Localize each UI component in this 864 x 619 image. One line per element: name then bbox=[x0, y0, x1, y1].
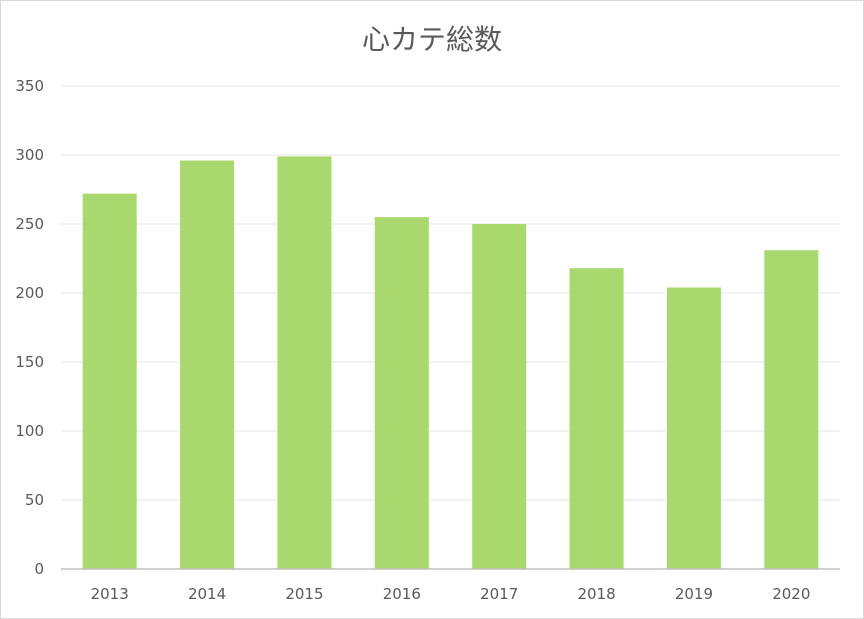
bar-2014 bbox=[180, 160, 235, 569]
bar-2020 bbox=[764, 250, 819, 569]
x-tick-label: 2014 bbox=[188, 585, 226, 603]
tick-labels: 0 50 100 150 200 250 300 350 2013 2014 2015 2016 201… bbox=[15, 77, 810, 603]
y-tick-label: 0 bbox=[34, 560, 44, 578]
x-tick-label: 2019 bbox=[675, 585, 713, 603]
bar-2015 bbox=[277, 156, 332, 569]
y-tick-label: 150 bbox=[15, 353, 44, 371]
gridlines bbox=[61, 85, 840, 501]
x-tick-label: 2018 bbox=[577, 585, 615, 603]
bars bbox=[82, 156, 819, 569]
bar-2019 bbox=[666, 287, 721, 569]
bar-2013 bbox=[82, 193, 137, 569]
bar-2018 bbox=[569, 268, 624, 569]
x-tick-label: 2013 bbox=[91, 585, 129, 603]
chart-title: 心カテ総数 bbox=[361, 23, 502, 56]
x-tick-label: 2017 bbox=[480, 585, 518, 603]
y-tick-label: 200 bbox=[15, 284, 44, 302]
y-tick-label: 300 bbox=[15, 146, 44, 164]
y-tick-label: 50 bbox=[25, 491, 44, 509]
bar-2016 bbox=[374, 217, 429, 569]
x-tick-label: 2015 bbox=[285, 585, 323, 603]
y-tick-label: 100 bbox=[15, 422, 44, 440]
y-tick-label: 250 bbox=[15, 215, 44, 233]
x-tick-label: 2020 bbox=[772, 585, 810, 603]
y-tick-label: 350 bbox=[15, 77, 44, 95]
x-tick-label: 2016 bbox=[383, 585, 421, 603]
bar-2017 bbox=[472, 224, 527, 569]
